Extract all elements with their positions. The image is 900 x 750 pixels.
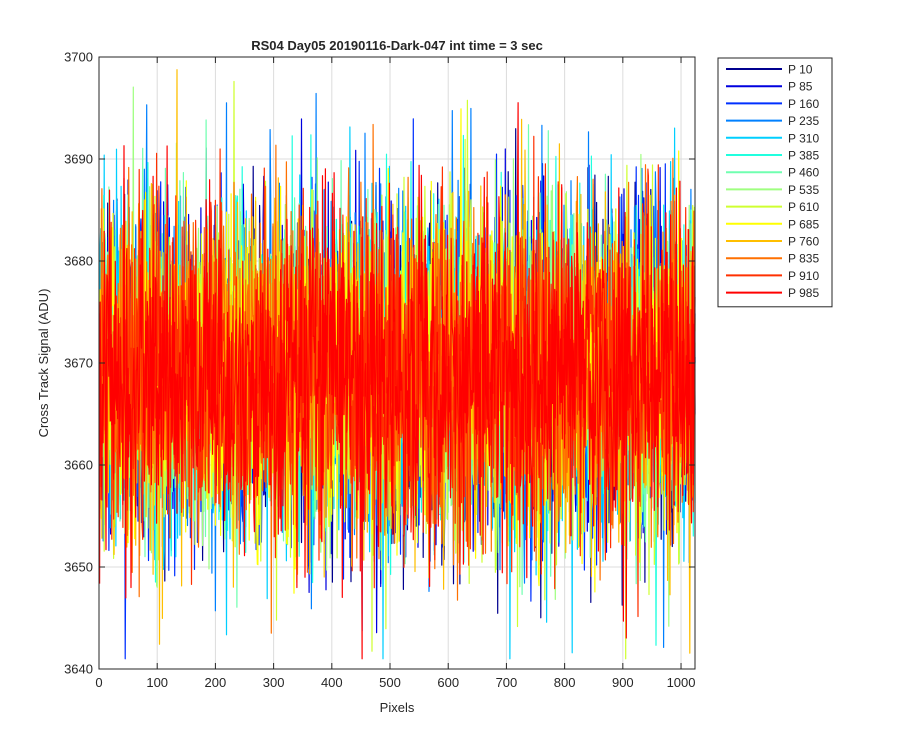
legend-label: P 910 xyxy=(788,269,819,283)
y-tick-label: 3700 xyxy=(64,50,93,65)
y-tick-label: 3640 xyxy=(64,662,93,677)
legend-label: P 535 xyxy=(788,183,819,197)
x-tick-label: 900 xyxy=(612,675,634,690)
legend-label: P 985 xyxy=(788,286,819,300)
x-axis-label: Pixels xyxy=(380,700,415,715)
legend-item: P 160 xyxy=(726,97,819,111)
legend-item: P 760 xyxy=(726,235,819,249)
y-axis-label: Cross Track Signal (ADU) xyxy=(36,289,51,438)
legend-label: P 85 xyxy=(788,80,813,94)
legend-label: P 10 xyxy=(788,63,813,77)
legend-item: P 910 xyxy=(726,269,819,283)
legend-item: P 10 xyxy=(726,63,813,77)
legend-label: P 685 xyxy=(788,217,819,231)
legend-label: P 835 xyxy=(788,252,819,266)
y-tick-label: 3690 xyxy=(64,152,93,167)
x-tick-label: 200 xyxy=(205,675,227,690)
x-tick-label: 0 xyxy=(95,675,102,690)
legend-label: P 160 xyxy=(788,97,819,111)
legend-label: P 385 xyxy=(788,149,819,163)
y-tick-label: 3670 xyxy=(64,356,93,371)
legend-item: P 385 xyxy=(726,149,819,163)
legend-item: P 235 xyxy=(726,114,819,128)
x-tick-label: 300 xyxy=(263,675,285,690)
x-tick-label: 500 xyxy=(379,675,401,690)
x-tick-label: 700 xyxy=(496,675,518,690)
series-lines xyxy=(99,69,696,660)
legend-item: P 535 xyxy=(726,183,819,197)
legend-item: P 610 xyxy=(726,200,819,214)
chart-title: RS04 Day05 20190116-Dark-047 int time = … xyxy=(251,38,543,53)
legend-item: P 85 xyxy=(726,80,813,94)
legend-box xyxy=(717,57,833,308)
x-tick-label: 600 xyxy=(437,675,459,690)
legend-label: P 760 xyxy=(788,235,819,249)
axis-ticks: 0 100 200 300 400 500 600 700 800 900 1000 3640 3650… xyxy=(64,50,695,691)
legend-item: P 310 xyxy=(726,131,819,145)
y-tick-label: 3650 xyxy=(64,560,93,575)
legend-item: P 685 xyxy=(726,217,819,231)
y-tick-label: 3680 xyxy=(64,254,93,269)
legend-item: P 460 xyxy=(726,166,819,180)
x-tick-label: 800 xyxy=(554,675,576,690)
legend: P 10 P 85 P 160 P 235 P 310 P 385 P 460 P 535 P … xyxy=(717,57,833,308)
x-tick-label: 400 xyxy=(321,675,343,690)
x-tick-label: 100 xyxy=(146,675,168,690)
legend-item: P 835 xyxy=(726,252,819,266)
legend-label: P 460 xyxy=(788,166,819,180)
legend-label: P 310 xyxy=(788,131,819,145)
legend-label: P 235 xyxy=(788,114,819,128)
series-line-p985 xyxy=(99,102,696,660)
series-line-p910 xyxy=(99,135,696,618)
x-tick-label: 1000 xyxy=(667,675,696,690)
y-tick-label: 3660 xyxy=(64,458,93,473)
legend-label: P 610 xyxy=(788,200,819,214)
legend-item: P 985 xyxy=(726,286,819,300)
